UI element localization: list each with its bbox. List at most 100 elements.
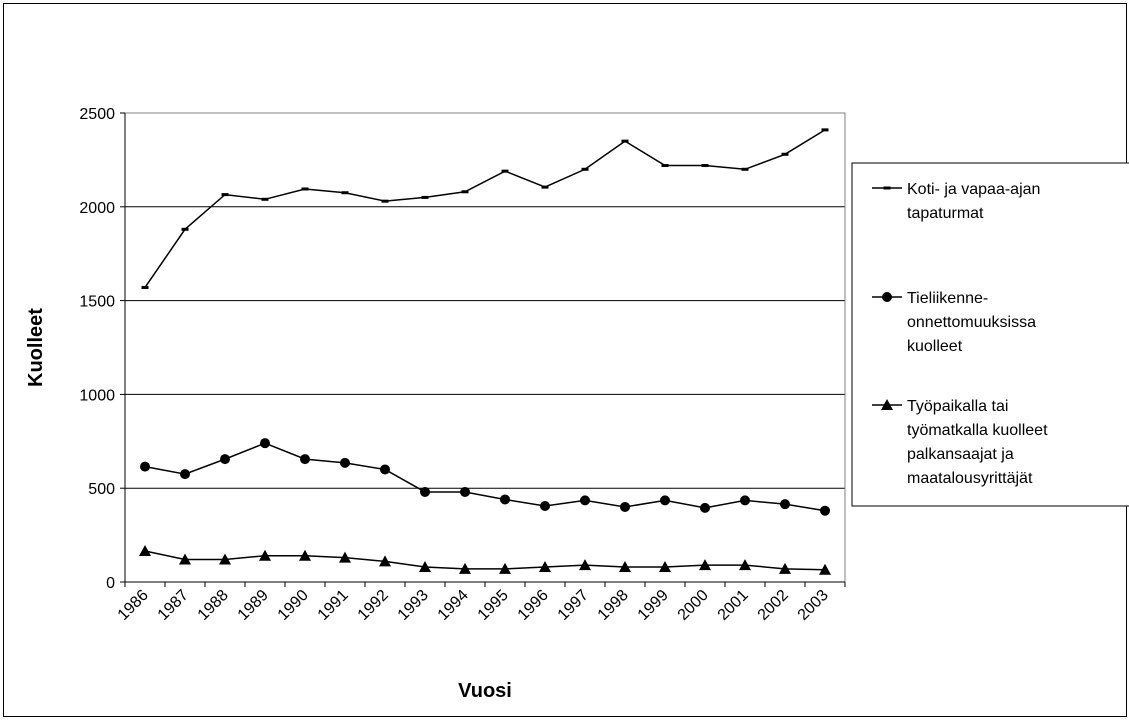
y-tick-label: 2500	[79, 106, 115, 123]
plot-area	[124, 112, 846, 583]
data-point	[659, 560, 671, 572]
legend-label: maatalousyrittäjät	[907, 470, 1033, 487]
data-point	[180, 469, 190, 480]
data-point	[380, 464, 390, 475]
legend-label: Työpaikalla tai	[907, 398, 1008, 415]
y-tick-label: 500	[88, 481, 115, 498]
data-point	[419, 560, 431, 572]
legend-label: kuolleet	[907, 338, 963, 355]
legend-label: Tieliikenne-	[907, 290, 988, 307]
legend-entry-3: Työpaikalla tai työmatkalla kuolleet palka…	[872, 398, 1048, 487]
data-point	[540, 501, 550, 512]
data-point	[699, 559, 711, 571]
data-point	[499, 562, 511, 574]
data-point	[882, 292, 892, 302]
data-point	[141, 285, 149, 289]
data-point	[541, 185, 549, 189]
data-point	[741, 167, 749, 171]
data-point	[139, 545, 151, 557]
data-point	[220, 454, 230, 465]
data-point	[221, 193, 229, 197]
series-group	[139, 128, 831, 575]
x-tick-label: 1988	[195, 587, 232, 624]
legend-entry-1: Koti- ja vapaa-ajan tapaturmat	[872, 181, 1040, 222]
data-point	[259, 549, 271, 561]
data-point	[580, 495, 590, 506]
x-tick-label: 1987	[155, 587, 192, 624]
x-tick-label: 1993	[395, 587, 432, 624]
data-point	[420, 486, 430, 497]
data-point	[779, 562, 791, 574]
data-point	[500, 494, 510, 505]
data-point	[781, 152, 789, 156]
x-tick-label: 1994	[435, 587, 472, 624]
x-tick-labels: 1986 1987 1988 1989 1990 1991 1992 1993 1994 1995…	[115, 587, 832, 624]
data-point	[301, 187, 309, 191]
legend-label: palkansaajat ja	[907, 446, 1014, 463]
x-tick-label: 2001	[715, 587, 752, 624]
x-tick-label: 1986	[115, 587, 152, 624]
x-tick-label: 1991	[315, 587, 352, 624]
data-point	[501, 169, 509, 173]
data-point	[820, 505, 830, 516]
data-point	[819, 563, 831, 575]
x-tick-label: 1996	[515, 587, 552, 624]
axes	[120, 112, 846, 587]
legend-entry-2: Tieliikenne-onnettomuuksissa kuolleet	[872, 290, 1036, 355]
x-axis-title: Vuosi	[458, 680, 512, 702]
x-tick-label: 1998	[595, 587, 632, 624]
x-tick-label: 1995	[475, 587, 512, 624]
data-point	[581, 167, 589, 171]
data-point	[339, 551, 351, 563]
y-tick-label: 0	[106, 575, 115, 592]
data-point	[620, 501, 630, 512]
x-tick-label: 1999	[635, 587, 672, 624]
data-point	[461, 190, 469, 194]
data-point	[883, 186, 891, 190]
x-tick-label: 2002	[755, 587, 792, 624]
data-point	[621, 139, 629, 143]
data-point	[421, 195, 429, 199]
series-line	[144, 442, 826, 512]
data-point	[881, 399, 893, 410]
legend-label: onnettomuuksissa	[907, 314, 1036, 331]
x-tick-label: 1992	[355, 587, 392, 624]
data-point	[619, 560, 631, 572]
data-point	[181, 227, 189, 231]
legend-label: tapaturmat	[907, 205, 984, 222]
data-point	[140, 461, 150, 472]
data-point	[341, 191, 349, 195]
data-point	[780, 499, 790, 510]
data-point	[300, 454, 310, 465]
data-point	[260, 438, 270, 449]
legend-label: työmatkalla kuolleet	[907, 422, 1048, 439]
data-point	[700, 502, 710, 513]
legend: Koti- ja vapaa-ajan tapaturmat Tieliikenne…	[851, 162, 1129, 507]
data-point	[261, 197, 269, 201]
legend-label: Koti- ja vapaa-ajan	[907, 181, 1040, 198]
y-tick-label: 1500	[79, 294, 115, 311]
x-tick-label: 2000	[675, 587, 712, 624]
y-tick-labels: 0 500 1000 1500 2000 2500	[79, 106, 115, 592]
data-point	[740, 495, 750, 506]
data-point	[579, 559, 591, 571]
data-point	[459, 562, 471, 574]
data-point	[539, 560, 551, 572]
x-tick-label: 2003	[795, 587, 832, 624]
series-1	[141, 128, 829, 289]
series-line	[144, 129, 826, 288]
legend-box	[851, 162, 1129, 507]
series-3	[139, 545, 831, 575]
y-tick-label: 1000	[79, 387, 115, 404]
data-point	[340, 457, 350, 468]
y-axis-title: Kuolleet	[25, 308, 47, 387]
x-tick-label: 1990	[275, 587, 312, 624]
x-tick-label: 1989	[235, 587, 272, 624]
data-point	[381, 199, 389, 203]
series-2	[140, 438, 830, 516]
x-tick-label: 1997	[555, 587, 592, 624]
data-point	[379, 555, 391, 567]
data-point	[299, 549, 311, 561]
data-point	[660, 495, 670, 506]
